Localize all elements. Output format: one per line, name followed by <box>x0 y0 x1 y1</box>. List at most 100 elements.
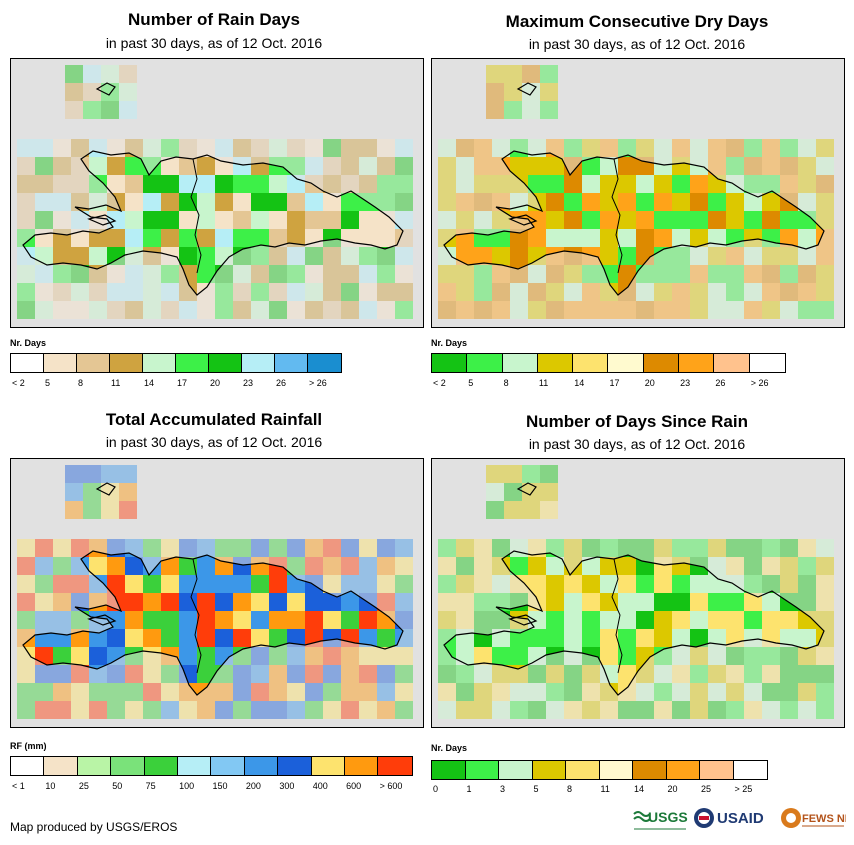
map-grid-cell <box>89 629 107 647</box>
map-grid-cell <box>161 193 179 211</box>
map-grid-cell <box>600 193 618 211</box>
national-border <box>611 158 623 274</box>
fews-net-logo: FEWS NET <box>780 806 854 836</box>
map-grid-cell <box>287 593 305 611</box>
map-grid-cell <box>269 193 287 211</box>
legend-swatch <box>77 354 110 372</box>
map-grid-cell <box>564 175 582 193</box>
map-grid-cell <box>125 193 143 211</box>
map-grid-cell <box>762 193 780 211</box>
map-grid-cell <box>546 557 564 575</box>
coastline <box>95 482 116 496</box>
map-grid-cell <box>143 575 161 593</box>
legend-labels: < 1 10 25 50 75 100 150 200 300 400 600 > 600 <box>10 781 411 793</box>
legend-swatch <box>700 761 734 779</box>
map-grid-cell <box>690 211 708 229</box>
map-grid-cell <box>600 557 618 575</box>
panel-title: Maximum Consecutive Dry Days <box>505 12 769 31</box>
map-grid-cell <box>323 593 341 611</box>
coastline <box>95 82 116 96</box>
map-grid-cell <box>546 611 564 629</box>
legend-swatch <box>714 354 750 372</box>
legend-label: 3 <box>500 784 506 794</box>
map-grid-cell <box>305 211 323 229</box>
map-grid-cell <box>546 175 564 193</box>
map-grid-cell <box>287 611 305 629</box>
legend-label: > 600 <box>379 781 403 791</box>
panel-subtitle: in past 30 days, as of 12 Oct. 2016 <box>528 436 746 452</box>
legend-label: 5 <box>468 378 474 388</box>
map-grid-cell <box>546 575 564 593</box>
map-grid-cell <box>125 611 143 629</box>
map-grid-cell <box>71 247 89 265</box>
coastline <box>443 550 825 696</box>
map-grid-cell <box>618 575 636 593</box>
map-grid-cell <box>359 229 377 247</box>
map-grid-cell <box>618 175 636 193</box>
map-grid-cell <box>251 211 269 229</box>
map-grid-cell <box>71 629 89 647</box>
map-grid-cell <box>726 611 744 629</box>
map-grid-cell <box>726 211 744 229</box>
map-grid-cell <box>762 211 780 229</box>
legend-swatch <box>467 354 503 372</box>
map-grid-cell <box>161 593 179 611</box>
map-grid-cell <box>636 575 654 593</box>
legend-labels: < 2 5 8 11 14 17 20 23 26 > 26 <box>10 378 340 390</box>
map-grid-cell <box>305 611 323 629</box>
legend-swatch <box>749 354 785 372</box>
legend-label: 300 <box>279 781 295 791</box>
map-grid-cell <box>636 229 654 247</box>
map-grid-cell <box>197 611 215 629</box>
map-grid-cell <box>215 229 233 247</box>
legend-swatch <box>345 757 379 775</box>
map-grid-cell <box>492 647 510 665</box>
map-grid-cell <box>161 611 179 629</box>
map-grid-cell <box>143 193 161 211</box>
coastline <box>22 150 404 296</box>
panel-title: Number of Days Since Rain <box>525 412 748 431</box>
map-grid-cell <box>215 193 233 211</box>
national-border <box>611 558 623 674</box>
legend-label: 23 <box>243 378 254 388</box>
legend-label: 26 <box>276 378 287 388</box>
map-grid-cell <box>251 193 269 211</box>
map-grid-cell <box>161 157 179 175</box>
legend-label: 11 <box>111 378 121 388</box>
map-grid-cell <box>53 247 71 265</box>
map-grid-cell <box>528 157 546 175</box>
map-grid-cell <box>636 175 654 193</box>
legend-swatch <box>278 757 312 775</box>
map-grid-cell <box>323 611 341 629</box>
map-grid-cell <box>251 175 269 193</box>
map-grid-cell <box>672 211 690 229</box>
legend-label: 0 <box>433 784 439 794</box>
map-grid-cell <box>582 175 600 193</box>
map-grid-cell <box>107 557 125 575</box>
map-grid-cell <box>636 629 654 647</box>
map-grid-cell <box>179 247 197 265</box>
map-grid-cell <box>269 593 287 611</box>
map-grid-cell <box>546 157 564 175</box>
map-grid-cell <box>215 575 233 593</box>
map-grid-cell <box>654 575 672 593</box>
map-grid-cell <box>636 611 654 629</box>
legend-label: 600 <box>346 781 362 791</box>
map-grid-cell <box>672 175 690 193</box>
map-grid-cell <box>654 593 672 611</box>
map-grid-cell <box>528 575 546 593</box>
map-grid-cell <box>179 629 197 647</box>
coastline <box>508 214 538 226</box>
map-grid-cell <box>125 229 143 247</box>
map-grid-cell <box>600 229 618 247</box>
map-grid-cell <box>564 611 582 629</box>
coastline <box>22 550 404 696</box>
map-grid-cell <box>125 211 143 229</box>
map-grid-cell <box>197 557 215 575</box>
map-grid-cell <box>582 557 600 575</box>
map-grid-cell <box>89 229 107 247</box>
map-grid-cell <box>269 229 287 247</box>
map-grid-cell <box>546 229 564 247</box>
map-grid-cell <box>107 157 125 175</box>
map-grid-cell <box>125 557 143 575</box>
